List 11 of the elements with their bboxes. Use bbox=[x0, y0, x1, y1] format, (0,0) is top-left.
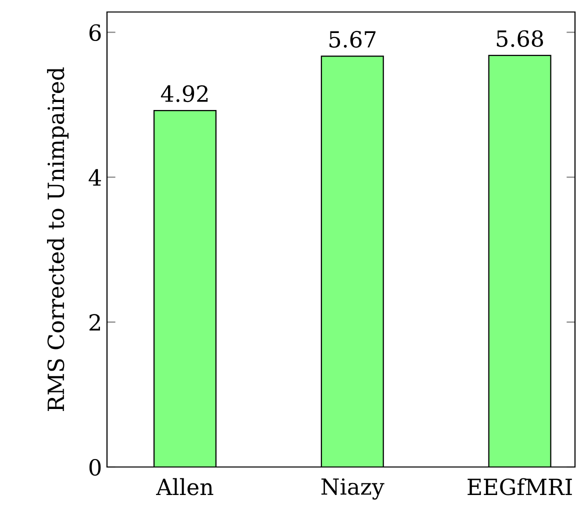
data-label: 4.92 bbox=[160, 85, 208, 102]
x-tick-label: Niazy bbox=[321, 478, 384, 500]
x-tick-label: Allen bbox=[156, 478, 214, 496]
x-tick-label: EEGfMRI bbox=[468, 478, 572, 496]
y-axis-title: RMS Corrected to Unimpaired bbox=[47, 67, 69, 412]
y-tick-label: 4 bbox=[88, 169, 102, 186]
data-label: 5.67 bbox=[330, 30, 376, 48]
y-tick-label: 0 bbox=[89, 458, 101, 476]
data-label: 5.68 bbox=[496, 30, 544, 47]
y-tick-label: 6 bbox=[89, 24, 101, 42]
y-tick-label: 2 bbox=[90, 314, 100, 331]
